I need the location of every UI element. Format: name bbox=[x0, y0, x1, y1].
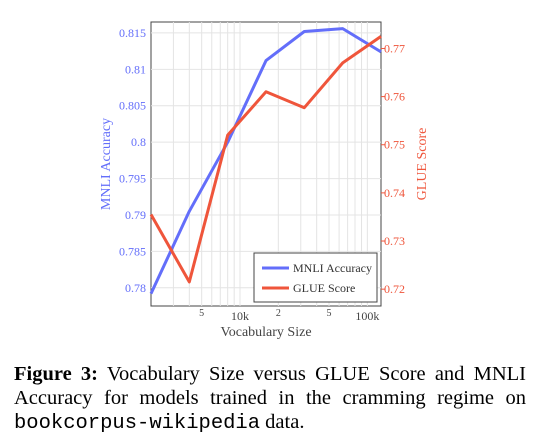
series-line-mnli-accuracy bbox=[149, 27, 382, 295]
right-y-tick-label: 0.75 bbox=[384, 138, 405, 152]
left-y-tick-label: 0.79 bbox=[125, 208, 146, 222]
left-y-tick-label: 0.805 bbox=[119, 99, 146, 113]
left-y-axis-title: MNLI Accuracy bbox=[99, 118, 114, 210]
legend-box bbox=[253, 252, 378, 303]
right-y-axis: 0.72 0.73 0.74 0.75 0.76 0.77 bbox=[381, 41, 405, 296]
legend-label: GLUE Score bbox=[293, 281, 355, 295]
legend-label: MNLI Accuracy bbox=[293, 261, 372, 275]
x-tick-label: 10k bbox=[231, 309, 249, 323]
x-axis-title: Vocabulary Size bbox=[220, 325, 311, 340]
legend: MNLI Accuracy GLUE Score bbox=[253, 252, 378, 303]
left-y-tick-label: 0.785 bbox=[119, 244, 146, 258]
left-y-tick-label: 0.795 bbox=[119, 172, 146, 186]
left-y-tick-label: 0.8 bbox=[131, 135, 146, 149]
right-y-tick-label: 0.73 bbox=[384, 234, 405, 248]
right-y-tick-label: 0.76 bbox=[384, 90, 405, 104]
caption-label: Figure 3: bbox=[14, 363, 98, 385]
right-y-tick-label: 0.77 bbox=[384, 41, 405, 55]
x-tick-label: 5 bbox=[199, 308, 204, 319]
x-tick-label: 2 bbox=[276, 308, 281, 319]
x-tick-label: 100k bbox=[355, 309, 379, 323]
left-y-tick-label: 0.78 bbox=[125, 281, 146, 295]
figure-caption: Figure 3: Vocabulary Size versus GLUE Sc… bbox=[14, 362, 526, 436]
caption-text: Vocabulary Size versus GLUE Score and MN… bbox=[14, 363, 527, 409]
left-y-tick-label: 0.81 bbox=[125, 62, 146, 76]
x-axis: 5 10k 2 5 100k bbox=[199, 308, 379, 323]
dual-axis-line-chart: 0.78 0.785 0.79 0.795 0.8 0.805 0.81 0.815 0.72… bbox=[99, 21, 430, 340]
caption-dataset: bookcorpus-wikipedia bbox=[14, 412, 261, 435]
grid-lines bbox=[151, 22, 381, 306]
right-y-axis-title: GLUE Score bbox=[415, 128, 430, 201]
right-y-tick-label: 0.74 bbox=[384, 186, 405, 200]
series-line-glue-score bbox=[149, 35, 382, 284]
right-y-tick-label: 0.72 bbox=[384, 282, 405, 296]
series-lines bbox=[149, 27, 382, 295]
left-y-tick-label: 0.815 bbox=[119, 26, 146, 40]
caption-text-end: data. bbox=[265, 411, 305, 433]
left-y-axis: 0.78 0.785 0.79 0.795 0.8 0.805 0.81 0.815 bbox=[119, 26, 146, 295]
x-tick-label: 5 bbox=[327, 308, 332, 319]
